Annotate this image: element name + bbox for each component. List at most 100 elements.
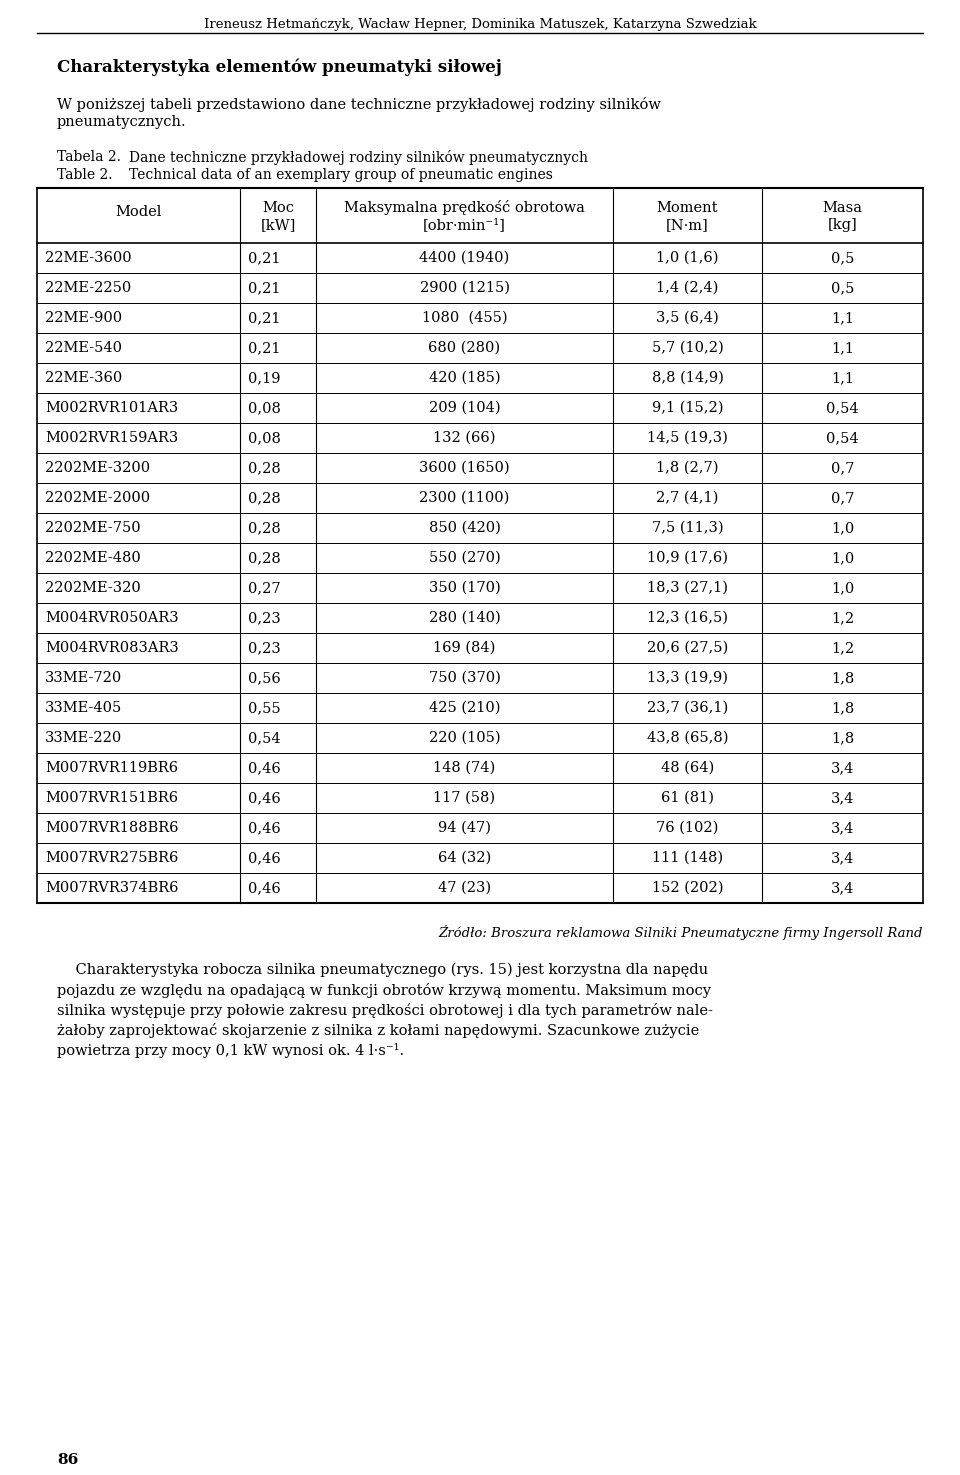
Text: Table 2.: Table 2.	[57, 168, 112, 181]
Text: 64 (32): 64 (32)	[438, 851, 492, 864]
Text: 117 (58): 117 (58)	[433, 791, 495, 805]
Text: 550 (270): 550 (270)	[428, 552, 500, 565]
Text: 152 (202): 152 (202)	[652, 881, 723, 895]
Text: 2202ME-2000: 2202ME-2000	[45, 491, 150, 504]
Text: M007RVR151BR6: M007RVR151BR6	[45, 791, 179, 805]
Text: 0,56: 0,56	[248, 671, 280, 684]
Text: 1,8 (2,7): 1,8 (2,7)	[657, 462, 719, 475]
Text: 0,28: 0,28	[248, 521, 280, 535]
Text: 8,8 (14,9): 8,8 (14,9)	[652, 372, 724, 385]
Text: 750 (370): 750 (370)	[428, 671, 500, 684]
Text: Ireneusz Hetmańczyk, Wacław Hepner, Dominika Matuszek, Katarzyna Szwedziak: Ireneusz Hetmańczyk, Wacław Hepner, Domi…	[204, 18, 756, 31]
Text: 1,0: 1,0	[830, 581, 854, 594]
Text: 33ME-720: 33ME-720	[45, 671, 122, 684]
Text: Charakterystyka robocza silnika pneumatycznego (rys. 15) jest korzystna dla napę: Charakterystyka robocza silnika pneumaty…	[57, 963, 708, 978]
Text: 148 (74): 148 (74)	[433, 761, 495, 774]
Text: 209 (104): 209 (104)	[429, 401, 500, 414]
Text: 1,8: 1,8	[830, 732, 854, 745]
Text: pojazdu ze względu na opadającą w funkcji obrotów krzywą momentu. Maksimum mocy: pojazdu ze względu na opadającą w funkcj…	[57, 982, 711, 999]
Text: 1,1: 1,1	[831, 341, 854, 355]
Text: 3600 (1650): 3600 (1650)	[420, 462, 510, 475]
Text: Masa: Masa	[823, 201, 862, 214]
Text: 76 (102): 76 (102)	[657, 822, 719, 835]
Text: 0,23: 0,23	[248, 611, 280, 625]
Text: 132 (66): 132 (66)	[433, 431, 495, 445]
Text: Technical data of an exemplary group of pneumatic engines: Technical data of an exemplary group of …	[129, 168, 553, 181]
Text: 0,46: 0,46	[248, 791, 280, 805]
Text: 0,21: 0,21	[248, 311, 280, 324]
Text: Tabela 2.: Tabela 2.	[57, 150, 121, 164]
Text: 1,4 (2,4): 1,4 (2,4)	[657, 282, 719, 295]
Text: 94 (47): 94 (47)	[438, 822, 491, 835]
Text: 2900 (1215): 2900 (1215)	[420, 282, 510, 295]
Text: 0,08: 0,08	[248, 431, 281, 445]
Text: 0,5: 0,5	[830, 251, 854, 266]
Text: 280 (140): 280 (140)	[428, 611, 500, 625]
Text: 0,21: 0,21	[248, 341, 280, 355]
Text: 47 (23): 47 (23)	[438, 881, 492, 895]
Text: 43,8 (65,8): 43,8 (65,8)	[647, 732, 729, 745]
Text: 0,28: 0,28	[248, 552, 280, 565]
Text: 0,21: 0,21	[248, 282, 280, 295]
Text: 0,27: 0,27	[248, 581, 280, 594]
Text: M002RVR101AR3: M002RVR101AR3	[45, 401, 179, 414]
Text: 2202ME-3200: 2202ME-3200	[45, 462, 150, 475]
Text: 1,8: 1,8	[830, 671, 854, 684]
Text: Charakterystyka elementów pneumatyki siłowej: Charakterystyka elementów pneumatyki sił…	[57, 58, 502, 75]
Text: 33ME-405: 33ME-405	[45, 701, 122, 715]
Text: Moment: Moment	[657, 201, 718, 214]
Text: [obr·min⁻¹]: [obr·min⁻¹]	[423, 218, 506, 233]
Text: 4400 (1940): 4400 (1940)	[420, 251, 510, 266]
Text: 12,3 (16,5): 12,3 (16,5)	[647, 611, 728, 625]
Text: 680 (280): 680 (280)	[428, 341, 500, 355]
Text: 23,7 (36,1): 23,7 (36,1)	[647, 701, 728, 715]
Text: M007RVR119BR6: M007RVR119BR6	[45, 761, 179, 774]
Text: W poniższej tabeli przedstawiono dane techniczne przykładowej rodziny silników: W poniższej tabeli przedstawiono dane te…	[57, 97, 660, 112]
Text: 0,28: 0,28	[248, 491, 280, 504]
Text: 0,54: 0,54	[827, 431, 859, 445]
Text: pneumatycznych.: pneumatycznych.	[57, 115, 186, 128]
Text: 9,1 (15,2): 9,1 (15,2)	[652, 401, 723, 414]
Text: 7,5 (11,3): 7,5 (11,3)	[652, 521, 723, 535]
Text: Dane techniczne przykładowej rodziny silników pneumatycznych: Dane techniczne przykładowej rodziny sil…	[129, 150, 588, 165]
Text: 3,4: 3,4	[830, 851, 854, 864]
Text: 0,54: 0,54	[248, 732, 280, 745]
Text: silnika występuje przy połowie zakresu prędkości obrotowej i dla tych parametrów: silnika występuje przy połowie zakresu p…	[57, 1003, 713, 1018]
Text: 3,4: 3,4	[830, 822, 854, 835]
Text: [kg]: [kg]	[828, 218, 857, 233]
Text: 0,21: 0,21	[248, 251, 280, 266]
Text: [N·m]: [N·m]	[666, 218, 708, 233]
Text: 22ME-900: 22ME-900	[45, 311, 122, 324]
Text: żałoby zaprojektować skojarzenie z silnika z kołami napędowymi. Szacunkowe zużyc: żałoby zaprojektować skojarzenie z silni…	[57, 1024, 699, 1038]
Text: 14,5 (19,3): 14,5 (19,3)	[647, 431, 728, 445]
Text: 22ME-540: 22ME-540	[45, 341, 122, 355]
Text: 0,46: 0,46	[248, 881, 280, 895]
Text: 0,55: 0,55	[248, 701, 280, 715]
Text: 169 (84): 169 (84)	[433, 642, 495, 655]
Text: 3,5 (6,4): 3,5 (6,4)	[656, 311, 719, 324]
Text: 0,46: 0,46	[248, 851, 280, 864]
Text: 2300 (1100): 2300 (1100)	[420, 491, 510, 504]
Text: 1,2: 1,2	[831, 611, 854, 625]
Text: powietrza przy mocy 0,1 kW wynosi ok. 4 l·s⁻¹.: powietrza przy mocy 0,1 kW wynosi ok. 4 …	[57, 1043, 404, 1058]
Text: 220 (105): 220 (105)	[429, 732, 500, 745]
Text: M007RVR275BR6: M007RVR275BR6	[45, 851, 179, 864]
Text: 1080  (455): 1080 (455)	[421, 311, 507, 324]
Text: 2,7 (4,1): 2,7 (4,1)	[657, 491, 719, 504]
Text: 0,5: 0,5	[830, 282, 854, 295]
Text: 18,3 (27,1): 18,3 (27,1)	[647, 581, 728, 594]
Text: 2202ME-480: 2202ME-480	[45, 552, 141, 565]
Text: 0,46: 0,46	[248, 822, 280, 835]
Text: M004RVR083AR3: M004RVR083AR3	[45, 642, 179, 655]
Text: 33ME-220: 33ME-220	[45, 732, 122, 745]
Text: 1,2: 1,2	[831, 642, 854, 655]
Text: 0,7: 0,7	[830, 491, 854, 504]
Text: 13,3 (19,9): 13,3 (19,9)	[647, 671, 728, 684]
Text: 22ME-360: 22ME-360	[45, 372, 122, 385]
Text: 350 (170): 350 (170)	[428, 581, 500, 594]
Text: Moc: Moc	[262, 201, 294, 214]
Text: M004RVR050AR3: M004RVR050AR3	[45, 611, 179, 625]
Text: 1,0: 1,0	[830, 521, 854, 535]
Text: 1,1: 1,1	[831, 311, 854, 324]
Text: 0,7: 0,7	[830, 462, 854, 475]
